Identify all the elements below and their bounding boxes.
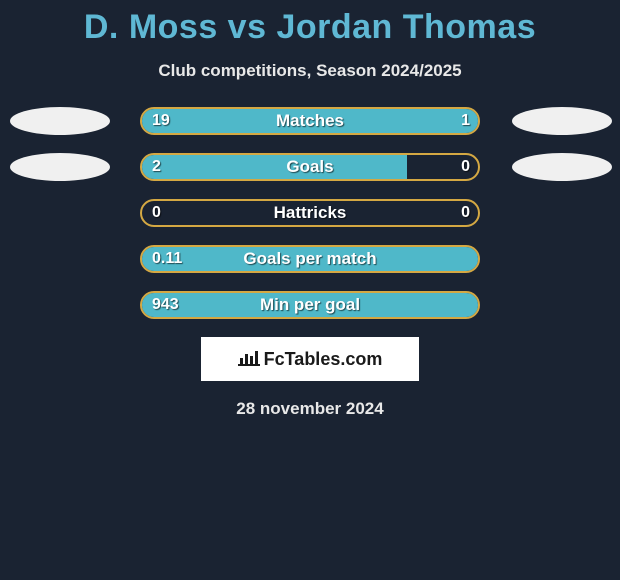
stat-label: Goals — [140, 153, 480, 181]
stat-label: Matches — [140, 107, 480, 135]
stat-label: Min per goal — [140, 291, 480, 319]
subtitle: Club competitions, Season 2024/2025 — [0, 61, 620, 81]
logo-box: FcTables.com — [201, 337, 419, 381]
stat-label: Hattricks — [140, 199, 480, 227]
stat-row: 20Goals — [0, 153, 620, 181]
chart-icon — [238, 348, 260, 371]
stat-row: 191Matches — [0, 107, 620, 135]
player-right-avatar — [512, 107, 612, 135]
player-right-avatar — [512, 153, 612, 181]
page-title: D. Moss vs Jordan Thomas — [0, 0, 620, 47]
player-left-avatar — [10, 153, 110, 181]
logo-text: FcTables.com — [264, 349, 383, 370]
stats-container: 191Matches 20Goals 00Hattricks 0.11Goals pe… — [0, 107, 620, 319]
stat-label: Goals per match — [140, 245, 480, 273]
player-left-avatar — [10, 107, 110, 135]
stat-row: 0.11Goals per match — [0, 245, 620, 273]
stat-row: 943Min per goal — [0, 291, 620, 319]
date-label: 28 november 2024 — [0, 399, 620, 419]
stat-row: 00Hattricks — [0, 199, 620, 227]
